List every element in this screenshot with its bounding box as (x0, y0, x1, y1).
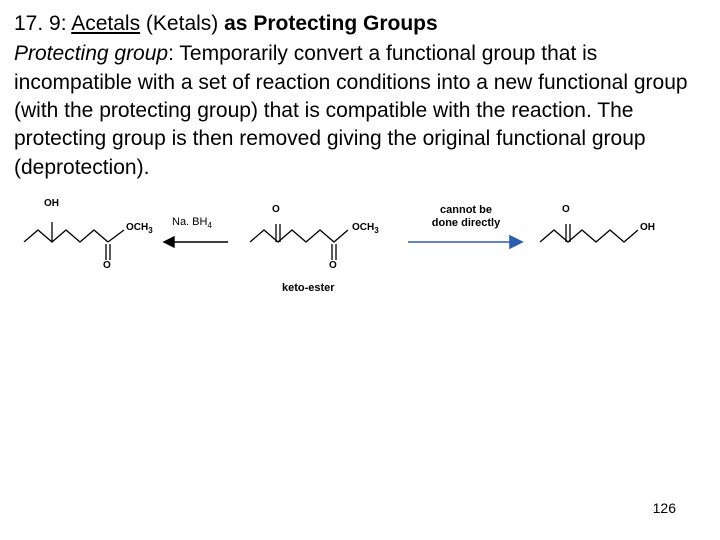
molecule-right: O OH (534, 200, 684, 286)
heading-middle: (Ketals) (140, 12, 224, 35)
label-och3-center: OCH3 (352, 222, 379, 235)
label-o-ester: O (329, 260, 337, 271)
label-oh-right: OH (640, 222, 655, 233)
molecule-center: O OCH3 O (244, 200, 394, 286)
reaction-scheme: OH OCH3 O Na. BH4 (14, 196, 706, 326)
definition-colon: : (168, 42, 179, 65)
label-oh-left: OH (44, 198, 59, 209)
definition-paragraph: Protecting group: Temporarily convert a … (14, 40, 706, 182)
reagent-nabh4: Na. BH4 (172, 216, 212, 230)
label-och3-left: OCH3 (126, 222, 153, 235)
slide-page: 17. 9: Acetals (Ketals) as Protecting Gr… (0, 0, 720, 540)
arrow-right-icon (404, 232, 524, 252)
heading-underlined: Acetals (71, 12, 140, 35)
heading-prefix: 17. 9: (14, 12, 71, 35)
label-o-ketone: O (272, 204, 280, 215)
arrow-left-icon (162, 232, 232, 252)
section-heading: 17. 9: Acetals (Ketals) as Protecting Gr… (14, 10, 706, 38)
label-cannot-be-done: cannot bedone directly (416, 204, 516, 229)
label-keto-ester: keto-ester (282, 282, 335, 294)
label-o-right: O (562, 204, 570, 215)
label-o-left: O (103, 260, 111, 271)
molecule-left: OH OCH3 O (18, 200, 158, 286)
page-number: 126 (653, 500, 676, 516)
heading-bold: as Protecting Groups (224, 12, 438, 35)
definition-term: Protecting group (14, 42, 168, 65)
